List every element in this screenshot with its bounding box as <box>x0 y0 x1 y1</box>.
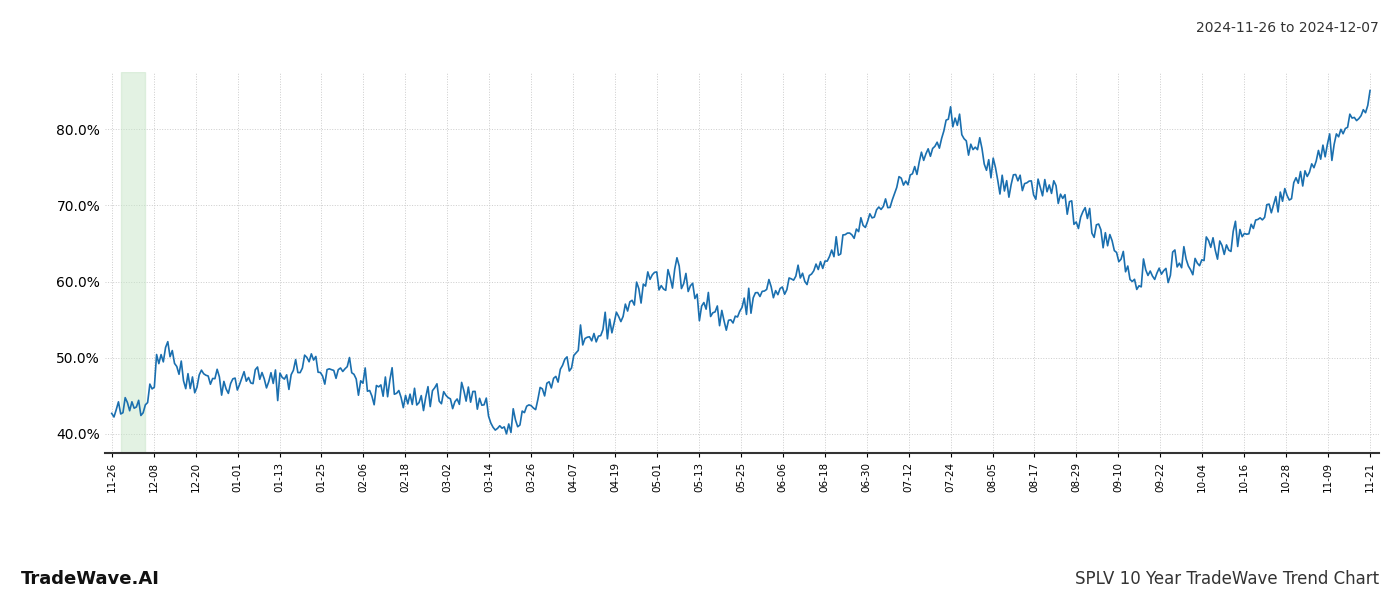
Text: SPLV 10 Year TradeWave Trend Chart: SPLV 10 Year TradeWave Trend Chart <box>1075 570 1379 588</box>
Text: 2024-11-26 to 2024-12-07: 2024-11-26 to 2024-12-07 <box>1196 21 1379 35</box>
Text: TradeWave.AI: TradeWave.AI <box>21 570 160 588</box>
Bar <box>120 72 146 453</box>
